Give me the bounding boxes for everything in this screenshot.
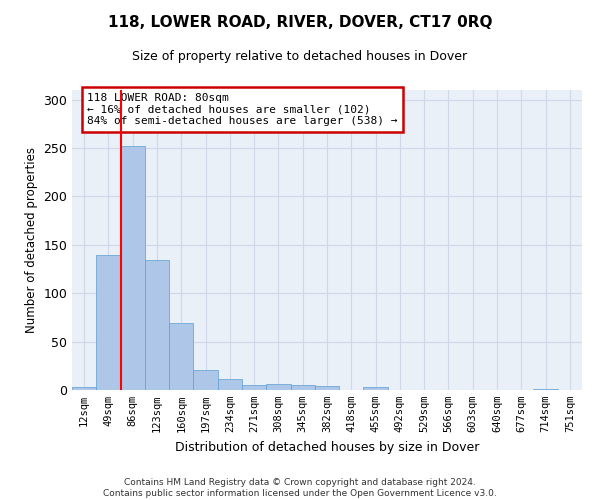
Bar: [96, 256, 121, 390]
Text: Size of property relative to detached houses in Dover: Size of property relative to detached ho…: [133, 50, 467, 63]
Bar: [169, 323, 193, 390]
Bar: [121, 146, 145, 390]
Bar: [533, 389, 558, 390]
Bar: [72, 387, 96, 390]
Bar: [218, 380, 242, 390]
Bar: [193, 370, 218, 390]
Bar: [315, 386, 339, 390]
X-axis label: Distribution of detached houses by size in Dover: Distribution of detached houses by size …: [175, 440, 479, 454]
Bar: [266, 384, 290, 390]
Bar: [290, 385, 315, 390]
Bar: [145, 260, 169, 390]
Y-axis label: Number of detached properties: Number of detached properties: [25, 147, 38, 333]
Bar: [364, 387, 388, 390]
Text: 118 LOWER ROAD: 80sqm
← 16% of detached houses are smaller (102)
84% of semi-det: 118 LOWER ROAD: 80sqm ← 16% of detached …: [88, 93, 398, 126]
Text: Contains HM Land Registry data © Crown copyright and database right 2024.
Contai: Contains HM Land Registry data © Crown c…: [103, 478, 497, 498]
Text: 118, LOWER ROAD, RIVER, DOVER, CT17 0RQ: 118, LOWER ROAD, RIVER, DOVER, CT17 0RQ: [108, 15, 492, 30]
Bar: [242, 385, 266, 390]
